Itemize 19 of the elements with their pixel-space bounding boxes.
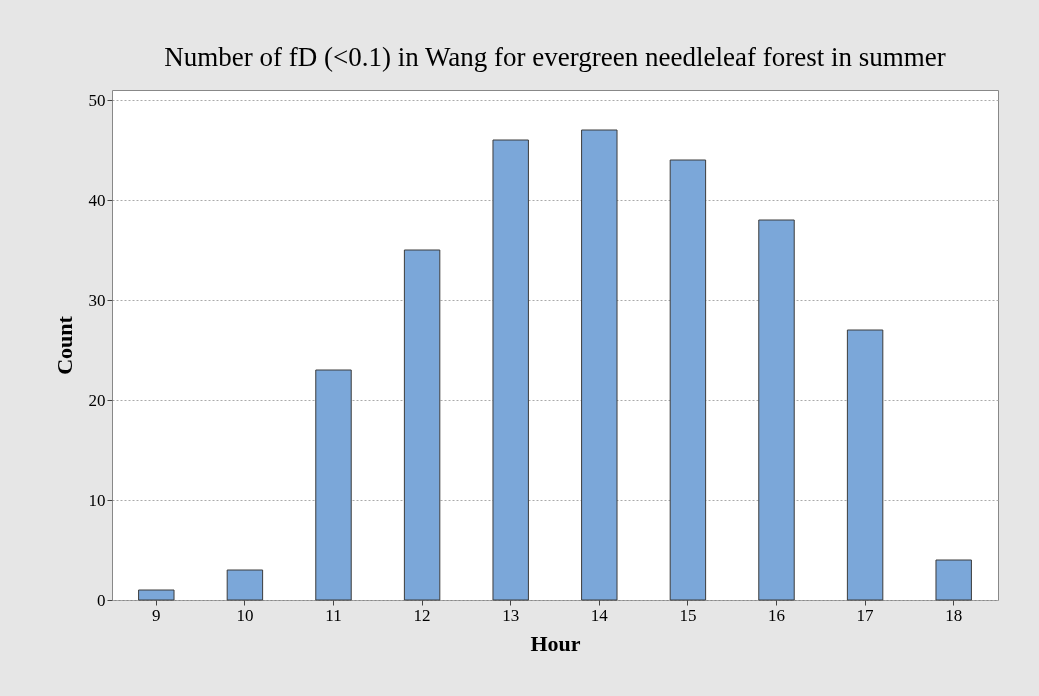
- x-tick-label: 12: [413, 605, 431, 625]
- x-tick-label: 10: [236, 605, 254, 625]
- x-axis-title: Hour: [530, 630, 581, 656]
- y-tick-label: 30: [88, 290, 106, 310]
- x-tick-label: 16: [768, 605, 785, 625]
- y-tick-label: 40: [88, 190, 106, 210]
- x-tick-label: 9: [152, 605, 161, 625]
- x-tick-label: 15: [679, 605, 697, 625]
- x-tick-label: 11: [325, 605, 342, 625]
- y-tick-label: 0: [97, 590, 106, 610]
- x-tick-label: 13: [502, 605, 520, 625]
- chart-title: Number of fD (<0.1) in Wang for evergreen needleleaf forest in summer: [164, 42, 946, 72]
- x-tick-label: 14: [590, 605, 609, 625]
- x-tick-label: 17: [856, 605, 875, 625]
- y-axis-title: Count: [51, 315, 77, 375]
- y-tick-label: 20: [88, 390, 106, 410]
- x-tick-label: 18: [945, 605, 963, 625]
- y-tick-label: 50: [88, 90, 106, 110]
- y-tick-label: 10: [88, 490, 106, 510]
